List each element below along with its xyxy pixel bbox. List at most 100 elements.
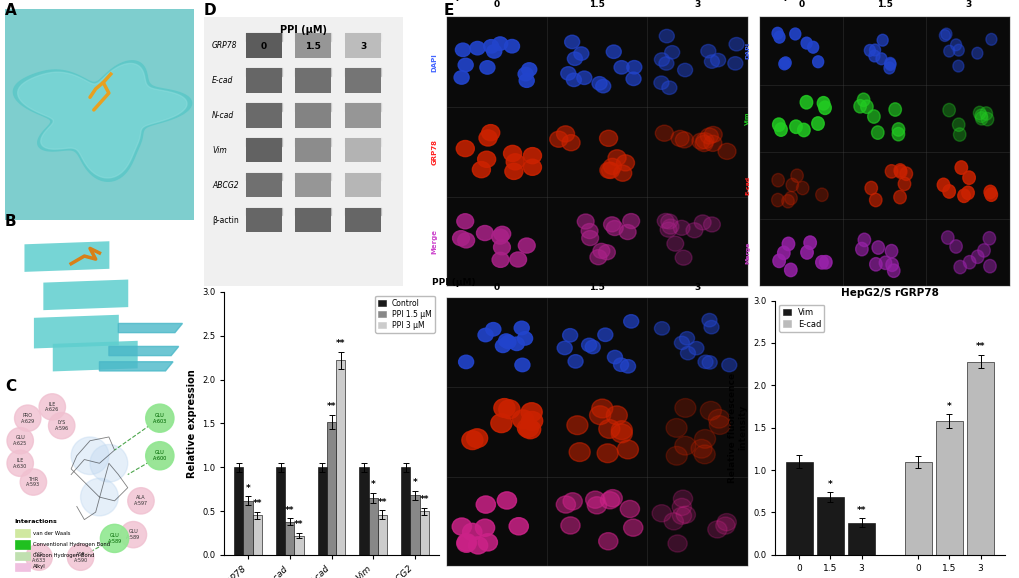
Circle shape [770,194,784,207]
Text: GRP78: GRP78 [431,139,437,165]
Text: LYS
A:633: LYS A:633 [32,552,46,562]
Circle shape [7,428,34,454]
Circle shape [780,57,791,69]
Circle shape [552,409,574,428]
Circle shape [713,244,730,260]
Circle shape [614,403,635,422]
Circle shape [876,34,888,46]
FancyBboxPatch shape [246,103,281,128]
Text: *: * [246,484,250,492]
Circle shape [875,53,887,65]
Circle shape [952,118,964,131]
Circle shape [593,342,607,355]
Circle shape [815,188,827,202]
Circle shape [718,66,734,79]
Circle shape [489,318,504,332]
Text: *: * [371,480,375,489]
FancyBboxPatch shape [246,173,281,198]
Circle shape [90,444,127,482]
Circle shape [893,164,906,177]
Circle shape [980,113,993,126]
Circle shape [625,39,640,53]
Circle shape [555,407,576,425]
Circle shape [570,69,585,83]
Circle shape [868,50,879,62]
Circle shape [453,536,473,554]
Circle shape [147,405,173,431]
Text: 3: 3 [694,283,700,292]
Text: Conventional Hydrogen Bond: Conventional Hydrogen Bond [34,542,110,547]
Circle shape [584,493,603,510]
Circle shape [687,31,702,45]
Circle shape [712,529,732,546]
Text: **: ** [856,506,865,515]
Circle shape [942,185,955,198]
Legend: Control, PPI 1.5 μM, PPI 3 μM: Control, PPI 1.5 μM, PPI 3 μM [375,296,434,333]
Circle shape [590,492,609,509]
Circle shape [653,354,668,368]
Circle shape [560,147,579,163]
Text: D: D [204,3,216,18]
Circle shape [460,45,474,58]
Circle shape [953,260,966,274]
Circle shape [450,38,465,51]
Circle shape [460,225,476,240]
Circle shape [146,442,174,470]
Circle shape [811,117,823,130]
Circle shape [889,103,901,116]
Circle shape [661,326,677,339]
Circle shape [619,400,639,418]
Circle shape [970,250,983,264]
Legend: Vim, E-cad: Vim, E-cad [779,305,823,332]
Circle shape [688,434,709,453]
Circle shape [589,524,608,541]
Circle shape [697,316,712,329]
FancyBboxPatch shape [344,208,381,232]
Circle shape [676,225,692,240]
Circle shape [557,35,573,49]
Circle shape [576,163,593,179]
Circle shape [601,216,619,231]
Circle shape [652,503,672,521]
FancyBboxPatch shape [246,34,281,58]
Text: **: ** [293,520,304,529]
Circle shape [100,524,128,553]
Bar [359,467,368,555]
Circle shape [687,73,702,87]
Circle shape [521,72,536,86]
Text: 1.5: 1.5 [876,0,892,9]
Circle shape [894,165,906,179]
Circle shape [772,254,785,268]
Circle shape [479,82,494,95]
Polygon shape [118,324,182,333]
Bar [400,467,410,555]
Circle shape [673,161,691,177]
Circle shape [461,140,478,156]
Circle shape [786,178,798,192]
Circle shape [513,214,529,229]
FancyBboxPatch shape [296,68,331,92]
Circle shape [819,255,832,269]
FancyBboxPatch shape [296,103,331,128]
Text: 3: 3 [694,0,700,9]
Circle shape [559,343,575,356]
Circle shape [682,334,697,348]
Circle shape [936,178,949,192]
Circle shape [583,219,599,234]
Circle shape [712,446,734,465]
Circle shape [502,442,524,460]
Circle shape [664,128,682,144]
Circle shape [671,59,686,72]
Circle shape [513,446,533,465]
Circle shape [665,42,681,55]
Circle shape [954,161,967,175]
Text: ILE
A:626: ILE A:626 [45,402,59,412]
Circle shape [574,508,593,525]
Circle shape [573,79,588,92]
Circle shape [816,97,828,110]
Text: N-cad: N-cad [212,111,234,120]
Circle shape [460,125,478,141]
Circle shape [711,511,731,528]
Text: GLU
A:600: GLU A:600 [153,450,167,461]
Text: E-cad: E-cad [744,176,749,195]
